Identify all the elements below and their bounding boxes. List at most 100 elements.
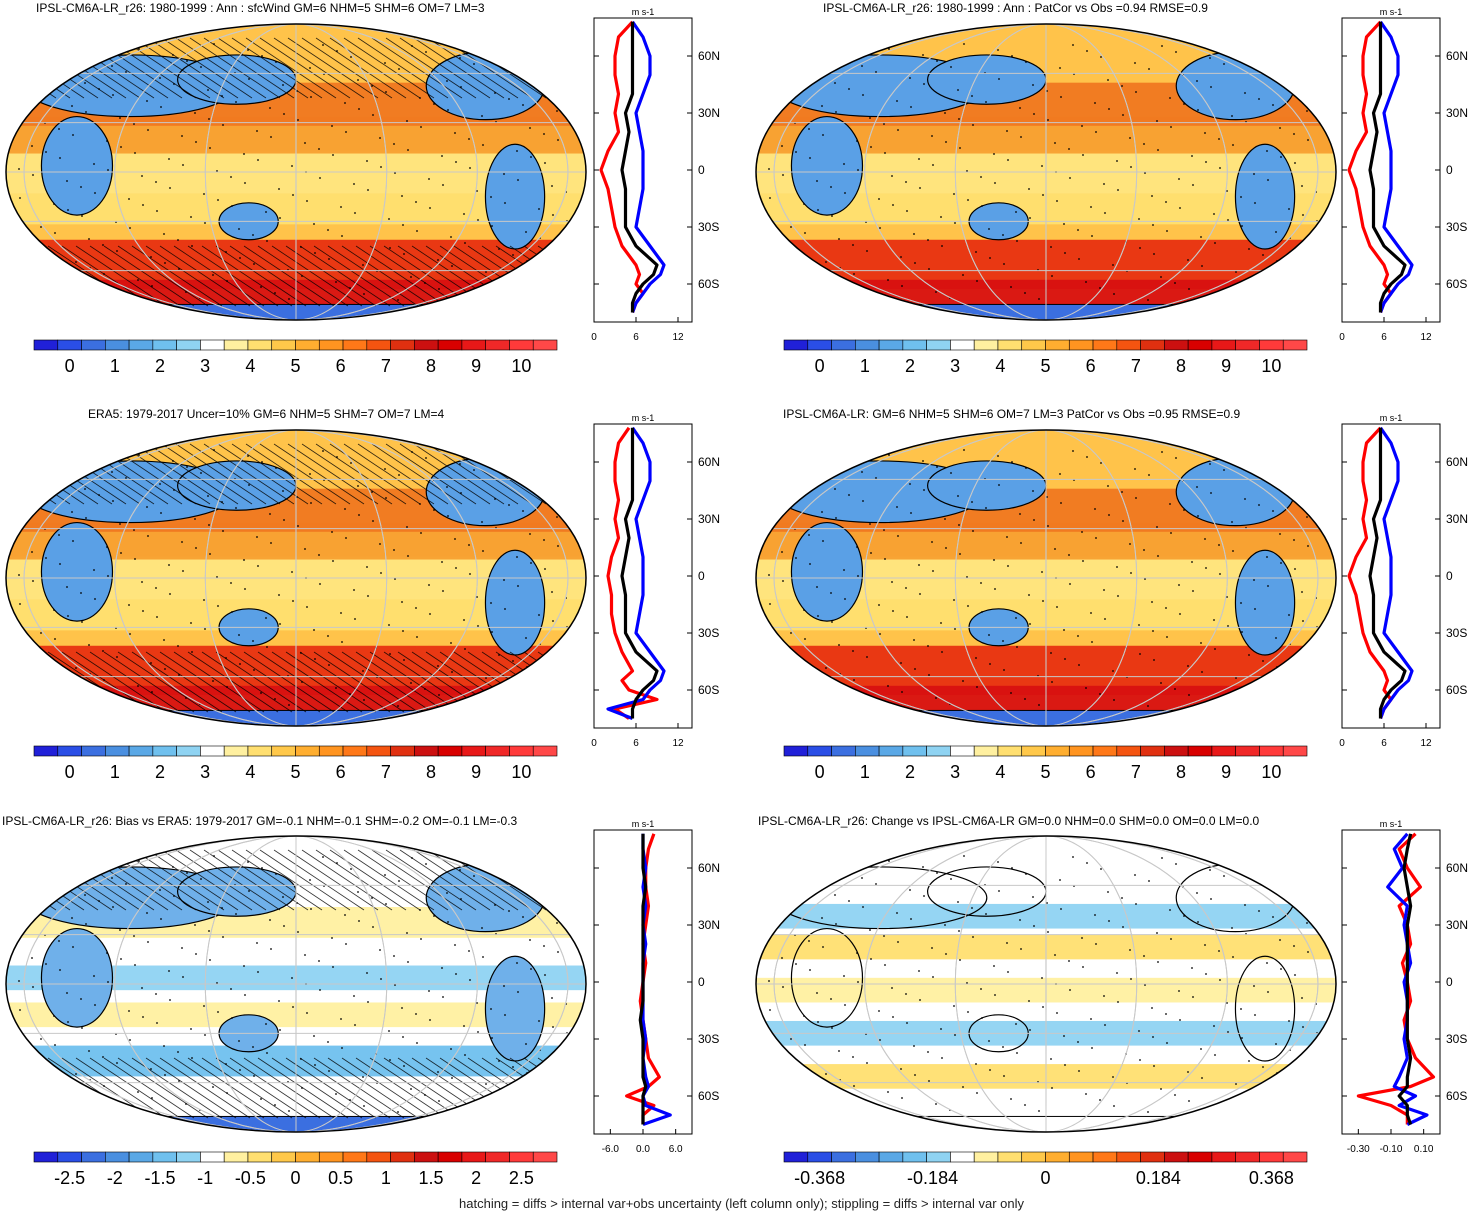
colorbar-label: 1 <box>110 762 120 782</box>
colorbar-swatch <box>509 1151 534 1163</box>
lat-tick-label: 30N <box>1446 106 1468 120</box>
profile-unit-label: m s-1 <box>1380 7 1403 17</box>
colorbar-label: 1 <box>860 356 870 376</box>
profile-x-tick-label: 6 <box>1381 332 1387 343</box>
colorbar-swatch <box>366 1151 391 1163</box>
colorbar-swatch <box>81 1151 106 1163</box>
lat-tick-label: 30S <box>1446 626 1467 640</box>
colorbar-swatch <box>128 1151 154 1163</box>
colorbar-swatch <box>295 745 320 757</box>
colorbar-label: 10 <box>1261 762 1281 782</box>
profile-series-line-2 <box>620 21 659 313</box>
colorbar-swatch <box>926 1151 951 1163</box>
colorbar-swatch <box>437 745 463 757</box>
colorbar-swatch <box>902 339 927 351</box>
colorbar-swatch <box>81 339 106 351</box>
profile-x-tick-label: 12 <box>1420 332 1432 343</box>
colorbar-label: 1 <box>381 1168 391 1188</box>
profile-series-line-0 <box>1347 426 1393 720</box>
colorbar-swatch <box>342 339 368 351</box>
colorbar-label: 2 <box>155 356 165 376</box>
colorbar-swatch <box>81 745 106 757</box>
colorbar-swatch <box>831 1151 856 1163</box>
footnote: hatching = diffs > internal var+obs unce… <box>459 1196 1024 1211</box>
profile-x-tick-label: 6.0 <box>669 1144 683 1155</box>
colorbar-swatch <box>390 1151 415 1163</box>
profile-series-line-0 <box>1347 20 1393 314</box>
map-panel-6 <box>755 835 1337 1133</box>
colorbar-swatch <box>33 1151 59 1163</box>
colorbar-label: 5 <box>290 762 300 782</box>
colorbar-label: 4 <box>995 762 1005 782</box>
profile-series-line-1 <box>1378 426 1414 720</box>
colorbar-label: 0 <box>1040 1168 1050 1188</box>
colorbar-swatch <box>271 339 296 351</box>
lat-tick-label: 0 <box>1446 163 1453 177</box>
profile-x-tick-label: -0.10 <box>1380 1144 1403 1155</box>
colorbar-swatch <box>1116 1151 1141 1163</box>
colorbar-swatch <box>176 1151 201 1163</box>
colorbar-swatch <box>295 339 320 351</box>
colorbar-label: 6 <box>1086 762 1096 782</box>
colorbar-label: 5 <box>1040 356 1050 376</box>
profile-series-line-2 <box>1397 833 1413 1126</box>
colorbar-swatch <box>414 1151 439 1163</box>
colorbar-label: 7 <box>381 762 391 782</box>
lat-tick-label: 60S <box>698 1089 719 1103</box>
colorbar-swatch <box>1187 1151 1213 1163</box>
colorbar-label: 4 <box>245 356 255 376</box>
lat-tick-label: 60S <box>698 277 719 291</box>
colorbar-swatch <box>902 745 927 757</box>
colorbar-swatch <box>318 1151 344 1163</box>
colorbar-swatch <box>57 1151 82 1163</box>
lat-tick-label: 0 <box>1446 569 1453 583</box>
colorbar-swatch <box>902 1151 927 1163</box>
map-panel-2 <box>755 23 1337 321</box>
profile-unit-label: m s-1 <box>1380 819 1403 829</box>
colorbar-swatch <box>414 745 439 757</box>
colorbar-swatch <box>878 745 904 757</box>
colorbar-label: 0.368 <box>1249 1168 1294 1188</box>
panel-6-title: IPSL-CM6A-LR_r26: Change vs IPSL-CM6A-LR… <box>758 814 1260 828</box>
lat-tick-label: 30S <box>698 220 719 234</box>
colorbar-label: 3 <box>950 762 960 782</box>
colorbar-panel-4: 0 1 2 3 4 5 6 7 8 9 10 <box>783 745 1308 782</box>
colorbar-swatch <box>997 745 1023 757</box>
colorbar-label: 3 <box>200 356 210 376</box>
colorbar-swatch <box>461 339 486 351</box>
colorbar-swatch <box>128 339 154 351</box>
profile-series-line-0 <box>599 20 645 314</box>
colorbar-swatch <box>855 339 880 351</box>
colorbar-swatch <box>532 745 558 757</box>
colorbar-swatch <box>1235 339 1260 351</box>
colorbar-label: 9 <box>471 356 481 376</box>
colorbar-label: 6 <box>336 356 346 376</box>
panel-3-title: ERA5: 1979-2017 Uncer=10% GM=6 NHM=5 SHM… <box>88 407 445 421</box>
colorbar-label: 2 <box>155 762 165 782</box>
colorbar-swatch <box>1140 1151 1165 1163</box>
colorbar-label: 0.5 <box>328 1168 353 1188</box>
colorbar-panel-5: -2.5 -2 -1.5 -1 -0.5 0 0.5 1 1.5 2 2.5 <box>33 1151 558 1188</box>
colorbar-label: 0 <box>65 356 75 376</box>
colorbar-label: 10 <box>511 762 531 782</box>
profile-series-line-2 <box>638 833 648 1125</box>
colorbar-label: 2 <box>905 762 915 782</box>
colorbar-swatch <box>831 745 856 757</box>
lat-tick-label: 30S <box>698 1032 719 1046</box>
colorbar-swatch <box>390 745 415 757</box>
map-panel-5 <box>5 835 587 1133</box>
colorbar-swatch <box>342 1151 368 1163</box>
panel-4-title: IPSL-CM6A-LR: GM=6 NHM=5 SHM=6 OM=7 LM=3… <box>783 407 1241 421</box>
colorbar-swatch <box>783 339 809 351</box>
lat-tick-label: 60N <box>698 49 720 63</box>
colorbar-label: 8 <box>426 356 436 376</box>
colorbar-swatch <box>1045 339 1070 351</box>
colorbar-label: 4 <box>995 356 1005 376</box>
colorbar-swatch <box>485 1151 510 1163</box>
colorbar-swatch <box>1164 339 1189 351</box>
colorbar-swatch <box>1092 745 1118 757</box>
colorbar-swatch <box>1140 339 1165 351</box>
colorbar-swatch <box>176 339 201 351</box>
colorbar-label: 0 <box>815 762 825 782</box>
colorbar-label: -0.184 <box>907 1168 958 1188</box>
